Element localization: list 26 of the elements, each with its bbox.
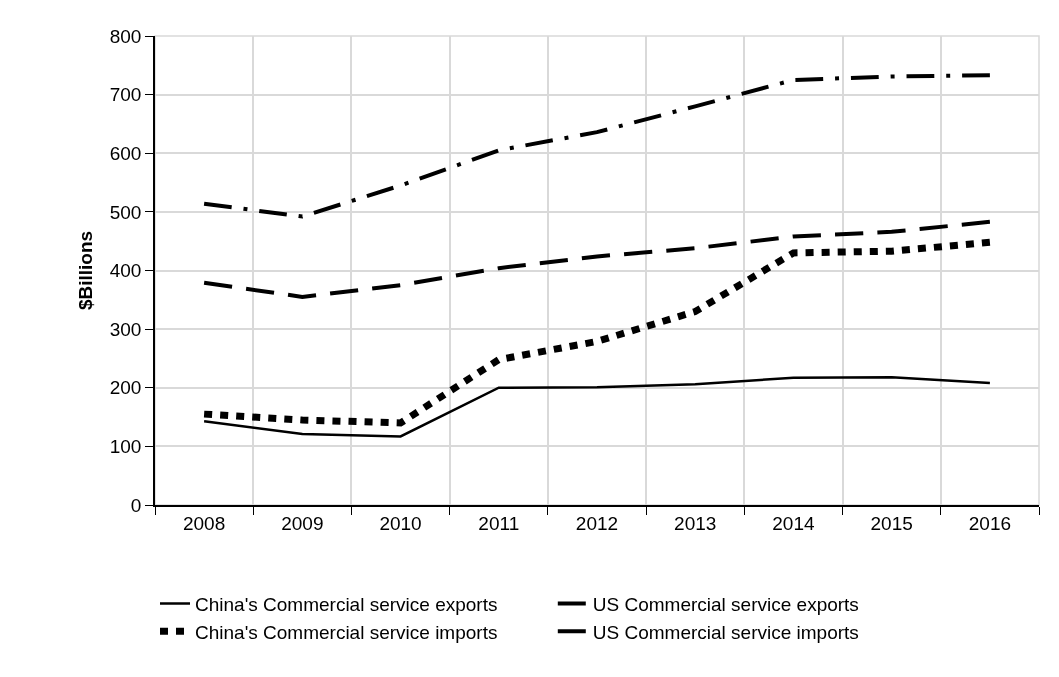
y-tick-label: 700: [109, 84, 142, 106]
legend-label: China's Commercial service exports: [195, 593, 498, 615]
y-tick-label: 600: [109, 142, 142, 164]
y-tick-label: 800: [109, 25, 142, 47]
y-tick-label: 100: [109, 436, 142, 458]
legend-label: US Commercial service imports: [592, 621, 859, 643]
y-axis-title: $Billions: [75, 230, 97, 311]
x-tick-label: 2010: [379, 512, 422, 534]
y-tick-label: 0: [130, 494, 142, 516]
x-tick-label: 2015: [870, 512, 913, 534]
x-tick-label: 2012: [575, 512, 619, 534]
y-tick-label: 500: [109, 201, 142, 223]
x-tick-label: 2013: [674, 512, 717, 534]
y-tick-label: 300: [109, 318, 142, 340]
line-series: [202, 219, 992, 299]
x-tick-label: 2016: [968, 512, 1012, 534]
line-series: [202, 73, 992, 219]
legend-label: China's Commercial service imports: [195, 621, 498, 643]
x-tick-label: 2009: [281, 512, 324, 534]
x-tick-label: 2014: [772, 512, 815, 534]
y-tick-label: 400: [109, 260, 142, 282]
y-tick-label: 200: [109, 377, 142, 399]
x-tick-label: 2008: [182, 512, 226, 534]
legend-label: US Commercial service exports: [592, 593, 859, 615]
x-tick-label: 2011: [478, 512, 520, 534]
line-series: [202, 375, 992, 438]
